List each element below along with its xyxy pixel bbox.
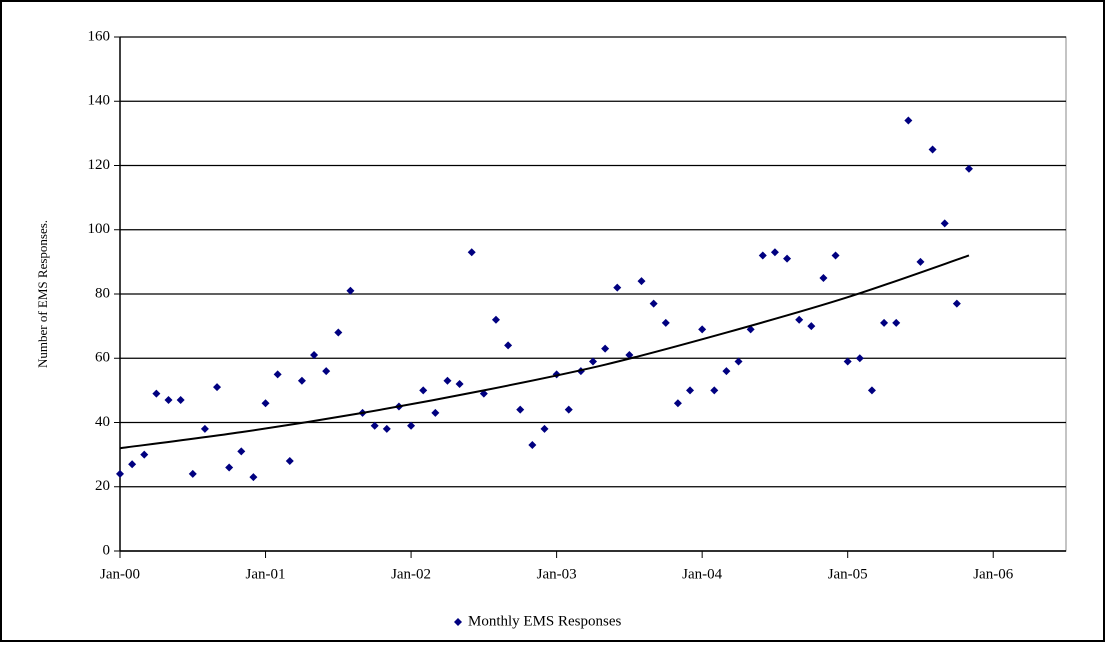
data-point — [613, 283, 622, 292]
data-point — [698, 325, 707, 334]
data-point — [407, 421, 416, 430]
legend-label: Monthly EMS Responses — [468, 613, 622, 629]
legend-marker — [454, 618, 462, 626]
x-tick-label: Jan-00 — [100, 566, 140, 582]
data-point — [164, 396, 173, 405]
data-point — [188, 469, 197, 478]
data-point — [686, 386, 695, 395]
data-point — [455, 379, 464, 388]
y-tick-label: 60 — [95, 350, 110, 366]
y-tick-label: 140 — [88, 93, 111, 109]
data-point — [467, 248, 476, 257]
trend-line — [119, 254, 970, 450]
data-point — [661, 318, 670, 327]
data-point — [722, 367, 731, 376]
y-tick-label: 0 — [103, 542, 111, 558]
data-point — [200, 424, 209, 433]
data-point — [831, 251, 840, 260]
x-tick-label: Jan-01 — [246, 566, 286, 582]
data-point — [176, 396, 185, 405]
data-point — [710, 386, 719, 395]
data-point — [237, 447, 246, 456]
data-point — [285, 457, 294, 466]
data-point — [261, 399, 270, 408]
data-point — [346, 286, 355, 295]
data-point — [940, 219, 949, 228]
data-point — [637, 277, 646, 286]
y-tick-label: 40 — [95, 414, 110, 430]
data-point — [589, 357, 597, 366]
data-point — [734, 357, 743, 366]
data-point — [504, 341, 513, 350]
data-point — [880, 318, 889, 327]
data-point — [528, 440, 537, 449]
y-tick-label: 20 — [95, 478, 110, 494]
data-point — [540, 424, 549, 433]
data-point — [443, 376, 452, 385]
data-point — [649, 299, 658, 308]
data-point — [795, 315, 804, 324]
data-point — [843, 357, 852, 366]
data-point — [758, 251, 767, 260]
data-point — [297, 376, 306, 385]
y-tick-label: 100 — [88, 221, 111, 237]
data-point — [273, 370, 282, 379]
y-axis-label: Number of EMS Responses. — [35, 220, 50, 368]
data-point — [928, 145, 937, 154]
data-point — [419, 386, 428, 395]
data-point — [783, 254, 792, 263]
data-point — [128, 460, 137, 469]
data-point — [601, 344, 610, 353]
data-point — [370, 421, 379, 430]
x-tick-label: Jan-05 — [828, 566, 868, 582]
data-point — [892, 318, 901, 327]
data-point — [249, 473, 258, 482]
y-tick-label: 160 — [88, 28, 111, 44]
data-point — [431, 408, 440, 417]
data-point — [904, 116, 913, 125]
data-point — [310, 351, 319, 360]
data-point — [770, 248, 779, 257]
data-point — [334, 328, 343, 337]
data-point — [916, 257, 925, 266]
data-point — [491, 315, 500, 324]
data-point — [673, 399, 682, 408]
y-tick-label: 80 — [95, 285, 110, 301]
data-point — [952, 299, 961, 308]
data-point — [564, 405, 573, 414]
data-point — [140, 450, 149, 459]
x-tick-label: Jan-06 — [973, 566, 1013, 582]
x-tick-label: Jan-03 — [537, 566, 577, 582]
data-point — [225, 463, 234, 472]
data-point — [867, 386, 876, 395]
data-point — [964, 164, 973, 173]
x-tick-label: Jan-02 — [391, 566, 431, 582]
data-point — [382, 424, 391, 433]
data-point — [625, 351, 634, 360]
data-point — [213, 383, 222, 392]
y-tick-label: 120 — [88, 157, 111, 173]
data-point — [516, 405, 525, 414]
data-point — [322, 367, 331, 376]
data-point — [819, 273, 828, 282]
data-point — [116, 469, 124, 478]
data-point — [807, 322, 816, 331]
x-tick-label: Jan-04 — [682, 566, 722, 582]
data-point — [152, 389, 161, 398]
data-point — [855, 354, 864, 363]
